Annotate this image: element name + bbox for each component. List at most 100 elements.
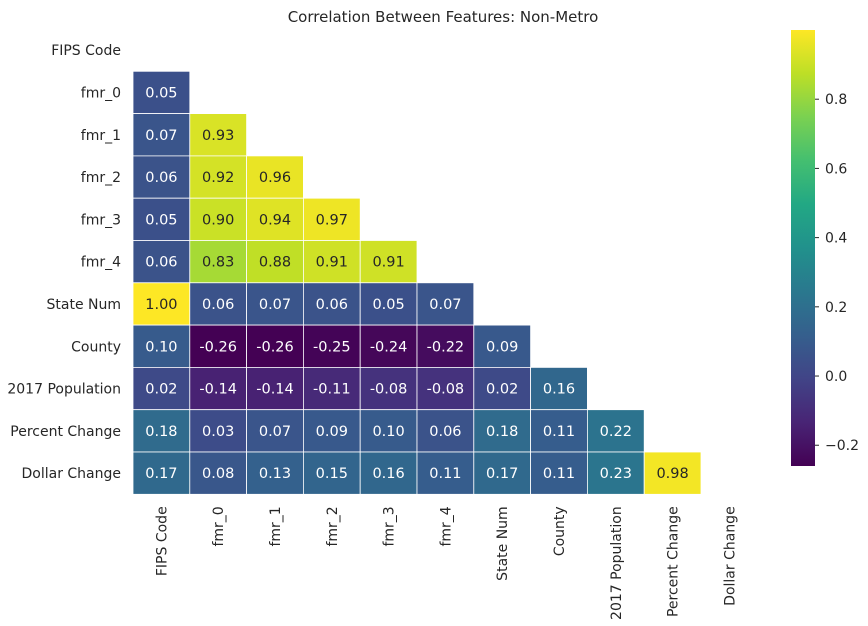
heatmap-cell: [132, 451, 191, 495]
cell-value-label: 0.06: [145, 255, 177, 271]
cell-value-label: 0.94: [259, 212, 291, 228]
heatmap-cell: [473, 324, 531, 368]
cell-value-label: -0.11: [313, 382, 351, 398]
cell-value-label: -0.26: [256, 339, 294, 355]
cell-value-label: 0.17: [486, 466, 518, 482]
cell-value-label: 0.22: [600, 424, 632, 440]
heatmap-cell: [302, 282, 361, 326]
cell-value-label: 0.03: [202, 424, 234, 440]
heatmap-cell: [643, 451, 702, 495]
cell-value-label: -0.14: [256, 382, 294, 398]
y-tick-label: Dollar Change: [21, 466, 121, 482]
heatmap-cell: [302, 197, 361, 241]
colorbar-tick-label: 0.0: [825, 369, 847, 385]
heatmap-cell: [132, 366, 191, 411]
cell-value-label: 0.16: [543, 382, 575, 398]
heatmap-cell: [246, 155, 304, 199]
x-tick-label: Dollar Change: [722, 506, 738, 606]
heatmap-cell: [189, 197, 248, 241]
cell-value-label: 0.07: [429, 297, 461, 313]
heatmap-cell: [359, 282, 418, 326]
y-tick-label: County: [71, 339, 121, 355]
colorbar-gradient: [791, 30, 815, 466]
heatmap-cell: [302, 324, 361, 368]
y-tick-label: State Num: [47, 297, 122, 313]
cell-value-label: 0.13: [259, 466, 291, 482]
heatmap-cell: [587, 451, 645, 495]
heatmap-cell: [246, 409, 304, 453]
x-tick-label: fmr_0: [211, 506, 227, 546]
x-tick-label: Percent Change: [666, 506, 682, 617]
heatmap-cell: [189, 113, 248, 157]
cell-value-label: 0.10: [145, 339, 177, 355]
y-tick-label: fmr_3: [81, 212, 121, 228]
heatmap-cell: [132, 70, 191, 115]
heatmap-cell: [416, 324, 475, 368]
cell-value-label: -0.24: [370, 339, 408, 355]
y-tick-label: fmr_2: [81, 170, 121, 186]
x-tick-label: fmr_2: [325, 506, 341, 546]
cell-value-label: 0.16: [372, 466, 404, 482]
y-tick-label: fmr_0: [81, 85, 121, 101]
heatmap-cell: [530, 451, 588, 495]
heatmap-cell: [587, 409, 645, 453]
cell-value-label: 0.90: [202, 212, 234, 228]
heatmap-cell: [132, 282, 191, 326]
colorbar-tick-label: 0.2: [825, 300, 847, 316]
cell-value-label: 0.18: [145, 424, 177, 440]
cell-value-label: 0.10: [372, 424, 404, 440]
heatmap-cell: [189, 451, 248, 495]
x-tick-label: fmr_1: [268, 506, 284, 546]
cell-value-label: 0.02: [145, 382, 177, 398]
cell-value-label: 0.18: [486, 424, 518, 440]
cell-value-label: 0.05: [372, 297, 404, 313]
heatmap-cell: [132, 113, 191, 157]
chart-title: Correlation Between Features: Non-Metro: [288, 8, 599, 26]
heatmap-cell: [246, 451, 304, 495]
heatmap-cell: [246, 282, 304, 326]
cell-value-label: 0.17: [145, 466, 177, 482]
x-tick-label: FIPS Code: [154, 506, 170, 576]
colorbar-ticks: −0.2 0.0 0.2 0.4 0.6 0.8: [815, 92, 859, 454]
cell-value-label: 0.83: [202, 255, 234, 271]
cell-value-label: -0.22: [427, 339, 465, 355]
x-tick-label: County: [552, 506, 568, 556]
heatmap-cell: [132, 324, 191, 368]
x-tick-label: 2017 Population: [609, 506, 625, 620]
y-tick-label: fmr_1: [81, 128, 121, 144]
cell-value-label: 1.00: [145, 297, 177, 313]
x-tick-label: fmr_4: [438, 506, 454, 546]
cell-value-label: 0.02: [486, 382, 518, 398]
cell-value-label: 0.05: [145, 212, 177, 228]
heatmap-cell: [473, 409, 531, 453]
cell-value-label: 0.11: [429, 466, 461, 482]
y-tick-labels: FIPS Code fmr_0 fmr_1 fmr_2 fmr_3 fmr_4 State …: [7, 43, 121, 482]
y-tick-label: FIPS Code: [51, 43, 121, 59]
colorbar-tick-label: 0.8: [825, 92, 847, 108]
cell-value-label: 0.05: [145, 85, 177, 101]
heatmap-cell: [189, 282, 248, 326]
cell-value-label: -0.26: [199, 339, 237, 355]
colorbar-tick-label: 0.4: [825, 231, 847, 247]
cell-value-label: 0.92: [202, 170, 234, 186]
cell-value-label: 0.98: [656, 466, 688, 482]
heatmap-cell: [132, 409, 191, 453]
heatmap-cell: [189, 324, 248, 368]
heatmap-cell: [359, 451, 418, 495]
y-tick-label: Percent Change: [10, 424, 121, 440]
cell-value-label: 0.91: [372, 255, 404, 271]
cell-value-label: 0.91: [316, 255, 348, 271]
cell-value-label: 0.88: [259, 255, 291, 271]
cell-value-label: 0.08: [202, 466, 234, 482]
heatmap-cell: [530, 366, 588, 411]
cell-value-label: 0.15: [316, 466, 348, 482]
heatmap-cell: [416, 409, 475, 453]
cell-value-label: 0.09: [486, 339, 518, 355]
cell-value-label: 0.97: [316, 212, 348, 228]
y-tick-label: 2017 Population: [7, 382, 121, 398]
colorbar-tick-label: −0.2: [825, 438, 859, 454]
heatmap-cell: [189, 240, 248, 284]
cell-value-label: 0.06: [202, 297, 234, 313]
colorbar: −0.2 0.0 0.2 0.4 0.6 0.8: [791, 30, 859, 466]
